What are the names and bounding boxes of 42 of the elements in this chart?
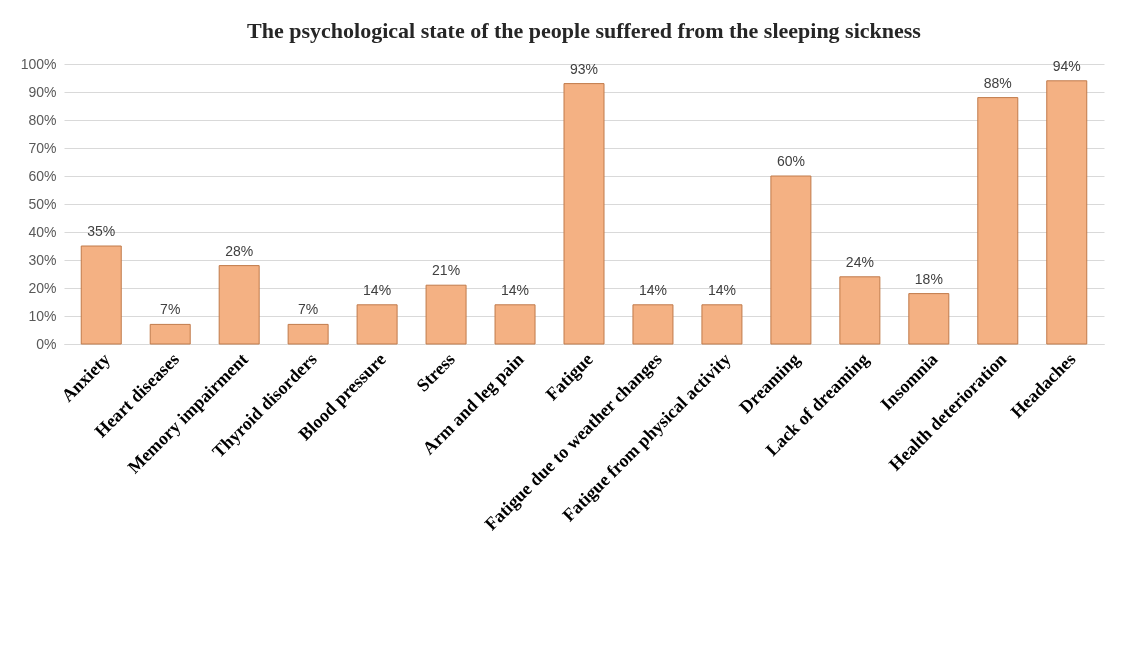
data-label: 14% [638, 281, 667, 298]
bar [149, 323, 191, 345]
bar [287, 323, 329, 345]
bar [425, 284, 467, 345]
bar [563, 83, 605, 345]
y-tick-label: 80% [28, 111, 57, 128]
bar [218, 265, 260, 345]
data-label: 93% [569, 60, 599, 77]
data-label: 7% [298, 301, 319, 318]
data-label: 88% [983, 74, 1012, 91]
y-tick-label: 90% [28, 83, 57, 100]
chart-title: The psychological state of the people suffered from the sleeping sickness [247, 18, 922, 43]
y-tick-label: 30% [28, 251, 57, 268]
data-label: 7% [160, 301, 181, 318]
y-tick-label: 20% [28, 279, 57, 296]
bar [356, 304, 398, 345]
data-label: 14% [363, 281, 392, 298]
bar [701, 304, 743, 345]
data-label: 60% [776, 153, 805, 169]
y-tick-label: 70% [28, 139, 57, 156]
y-tick-label: 60% [28, 167, 57, 184]
bar [1046, 80, 1088, 345]
data-label: 24% [845, 253, 874, 270]
y-tick-label: 0% [36, 335, 57, 352]
bar [839, 276, 881, 345]
bar [908, 293, 950, 345]
data-label: 18% [914, 270, 943, 287]
bar [977, 97, 1019, 345]
bar [632, 304, 674, 345]
y-tick-label: 50% [28, 195, 57, 212]
data-label: 94% [1052, 57, 1081, 74]
data-label: 21% [432, 262, 461, 279]
bar [80, 245, 122, 345]
bar [494, 304, 536, 345]
data-label: 35% [87, 223, 116, 239]
bar [770, 175, 812, 345]
data-label: 28% [225, 242, 254, 259]
data-label: 14% [707, 281, 736, 298]
data-label: 14% [501, 281, 530, 298]
y-tick-label: 40% [28, 223, 57, 240]
y-tick-label: 100% [20, 55, 57, 72]
y-tick-label: 10% [28, 307, 57, 324]
